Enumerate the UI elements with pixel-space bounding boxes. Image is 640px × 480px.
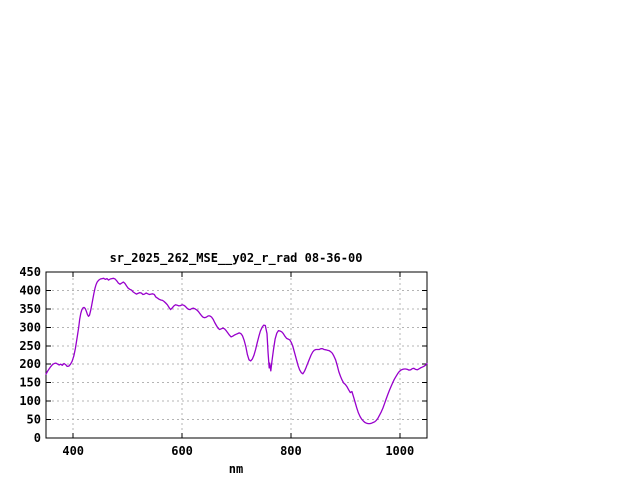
axis-ticks — [46, 271, 427, 439]
y-tick-label: 450 — [19, 265, 41, 279]
data-series — [45, 277, 428, 425]
y-tick-label: 100 — [19, 394, 41, 408]
tick-labels: 400 600 800 1000 0 50 100 150 200 250 300 350 400 450 — [19, 265, 414, 458]
y-tick-label: 250 — [19, 339, 41, 353]
plot-border — [45, 271, 428, 439]
y-tick-label: 50 — [27, 413, 41, 427]
x-tick-label: 800 — [280, 444, 302, 458]
y-tick-label: 350 — [19, 302, 41, 316]
y-tick-label: 300 — [19, 320, 41, 334]
y-tick-label: 0 — [34, 431, 41, 445]
spectrum-line — [45, 277, 428, 425]
grid-lines — [47, 273, 426, 437]
y-tick-label: 150 — [19, 376, 41, 390]
y-tick-label: 400 — [19, 283, 41, 297]
plot-frame — [45, 271, 428, 439]
x-axis-label: nm — [229, 462, 243, 476]
x-tick-label: 1000 — [385, 444, 414, 458]
x-tick-label: 400 — [62, 444, 84, 458]
x-tick-label: 600 — [171, 444, 193, 458]
y-tick-label: 200 — [19, 357, 41, 371]
chart-title: sr_2025_262_MSE__y02_r_rad 08-36-00 — [110, 251, 363, 266]
